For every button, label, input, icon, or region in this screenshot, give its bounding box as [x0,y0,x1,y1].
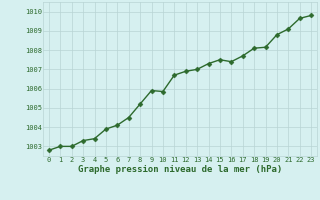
X-axis label: Graphe pression niveau de la mer (hPa): Graphe pression niveau de la mer (hPa) [78,165,282,174]
